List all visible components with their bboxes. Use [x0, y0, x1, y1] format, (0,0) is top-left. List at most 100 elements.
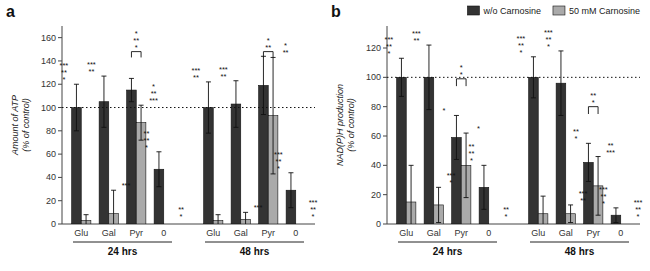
error-cap	[531, 97, 536, 98]
text-line: ***	[149, 96, 158, 105]
error-bar	[129, 78, 134, 101]
error-bar	[558, 51, 563, 116]
text-line: (% of control)	[21, 98, 31, 152]
error-cap	[541, 196, 546, 197]
text-line: ***	[254, 203, 263, 212]
bracket-label: ***	[590, 91, 596, 107]
bar	[397, 77, 407, 224]
plot-marks	[387, 45, 640, 224]
error-cap	[139, 105, 144, 106]
x-tick-label: Pyr	[130, 228, 144, 238]
y-tick	[383, 106, 387, 107]
y-tick	[58, 154, 62, 155]
text-line: *	[547, 42, 550, 51]
error-bar	[409, 165, 414, 224]
x-tick-label: 0	[161, 228, 166, 238]
error-cap	[74, 130, 79, 131]
error-stem	[466, 133, 467, 198]
error-cap	[454, 115, 459, 116]
figure: 020406080100120140160Amount of ATP(% of …	[0, 0, 650, 271]
text-line: *	[637, 212, 640, 221]
text-line: Amount of ATP	[10, 95, 20, 156]
error-stem	[543, 196, 544, 224]
error-cap	[111, 190, 116, 191]
bar	[164, 224, 174, 225]
panel: 020406080100120NAD(P)H production(% of c…	[331, 3, 643, 257]
bracket	[131, 52, 141, 58]
text-line: (% of control)	[346, 98, 356, 152]
y-tick-label: 80	[371, 102, 381, 112]
error-cap	[436, 187, 441, 188]
error-cap	[481, 209, 486, 210]
significance-label: ***	[503, 205, 509, 221]
error-cap	[464, 197, 469, 198]
error-cap	[156, 151, 161, 152]
error-stem	[86, 215, 87, 224]
reference-line	[387, 77, 640, 78]
error-cap	[481, 165, 486, 166]
text-line: *	[145, 143, 148, 152]
y-tick-label: 100	[41, 103, 56, 113]
plot-marks	[62, 52, 315, 224]
significance-label: *****	[606, 141, 615, 157]
bracket	[588, 107, 598, 114]
bar	[621, 224, 631, 225]
panel-title: a	[6, 3, 15, 20]
error-cap	[206, 81, 211, 82]
legend-label: w/o Carnosine	[482, 6, 541, 16]
group-underline	[73, 242, 172, 243]
y-tick-label: 120	[366, 43, 381, 53]
error-cap	[613, 207, 618, 208]
y-tick	[383, 77, 387, 78]
significance-label: *****	[87, 60, 96, 76]
group-underline	[530, 242, 629, 243]
significance-label: ***	[178, 205, 184, 221]
error-stem	[208, 82, 209, 133]
significance-label: *	[442, 106, 445, 115]
significance-label: *	[477, 124, 480, 133]
error-cap	[568, 222, 573, 223]
x-tick-label: 0	[486, 228, 491, 238]
text-line: **	[193, 73, 199, 82]
significance-label: ******	[309, 198, 318, 221]
error-cap	[464, 133, 469, 134]
error-stem	[428, 45, 429, 110]
text-line: **	[265, 43, 271, 52]
y-tick-label: 80	[46, 126, 56, 136]
y-axis-label: Amount of ATP(% of control)	[10, 95, 31, 156]
text-line: *	[519, 48, 522, 57]
error-bar	[586, 143, 591, 181]
error-stem	[411, 165, 412, 224]
y-tick	[383, 224, 387, 225]
text-line: *	[592, 98, 595, 107]
error-bar	[216, 215, 221, 224]
x-tick-label: Gal	[102, 228, 116, 238]
error-cap	[101, 127, 106, 128]
significance-label: ****	[447, 171, 456, 187]
y-tick	[58, 107, 62, 108]
x-tick-label: 0	[293, 228, 298, 238]
text-line: *	[574, 134, 577, 143]
error-stem	[76, 84, 77, 131]
group-label: 24 hrs	[433, 246, 463, 257]
error-cap	[261, 114, 266, 115]
error-stem	[570, 205, 571, 223]
y-tick-label: 60	[371, 131, 381, 141]
text-line: *	[477, 124, 480, 133]
error-cap	[233, 127, 238, 128]
error-stem	[533, 57, 534, 98]
y-tick-label: 100	[366, 72, 381, 82]
x-tick-label: Glu	[206, 228, 220, 238]
error-stem	[588, 143, 589, 181]
significance-label: ***	[122, 181, 131, 190]
error-stem	[483, 165, 484, 209]
error-bar	[568, 205, 573, 223]
y-tick-label: 40	[371, 160, 381, 170]
y-tick-label: 0	[51, 219, 56, 229]
error-stem	[158, 152, 159, 187]
y-tick	[383, 194, 387, 195]
y-axis-label: NAD(P)H production(% of control)	[335, 84, 356, 166]
error-bar	[261, 56, 266, 114]
y-tick	[58, 37, 62, 38]
significance-label: ******	[60, 61, 69, 84]
